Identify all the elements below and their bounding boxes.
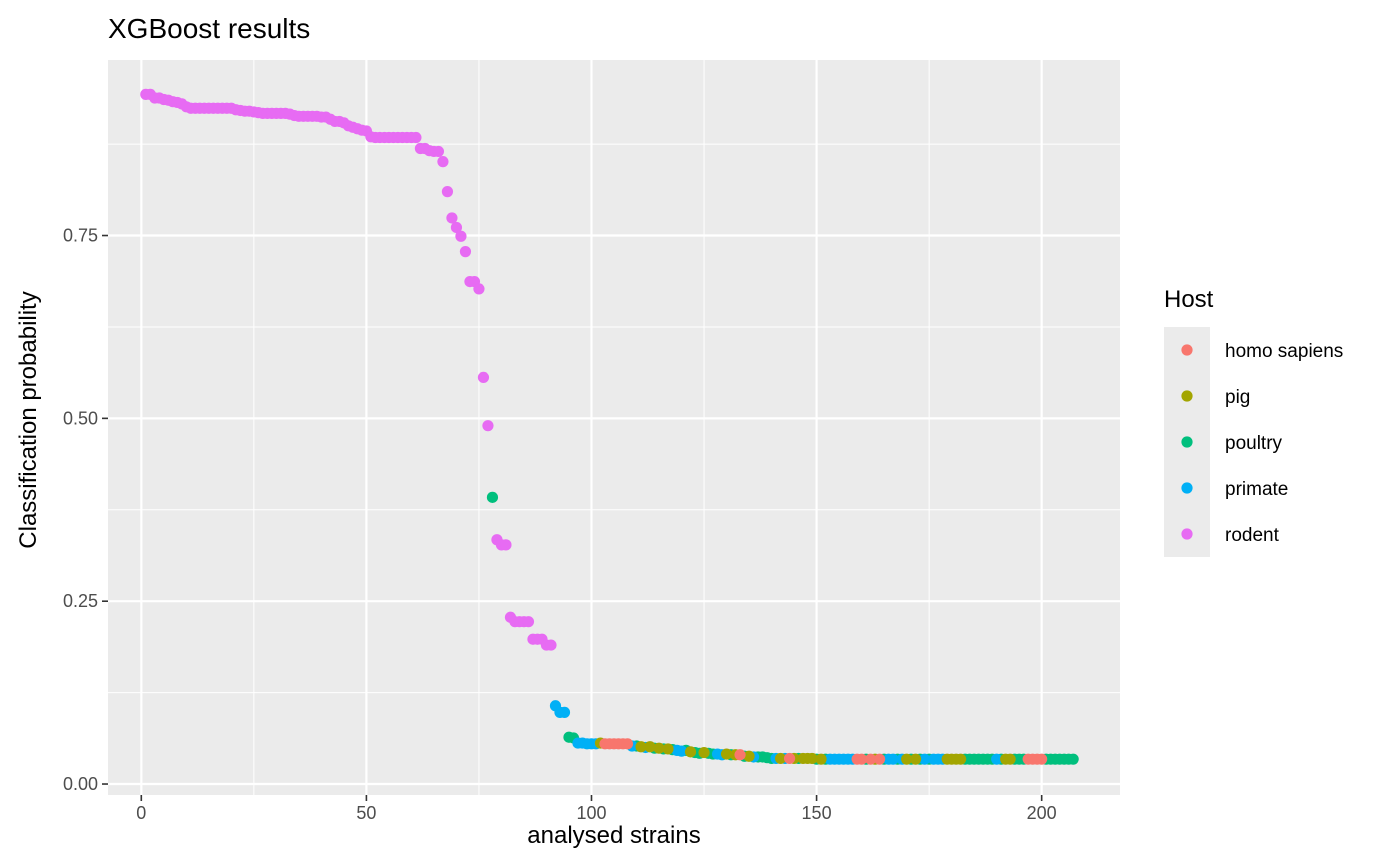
- data-point: [558, 706, 571, 718]
- data-point: [653, 742, 665, 754]
- data-point: [545, 639, 557, 651]
- data-point: [910, 753, 922, 765]
- data-point: [500, 539, 512, 551]
- data-point: [437, 156, 449, 168]
- data-point: [455, 230, 467, 242]
- data-point: [901, 753, 913, 765]
- data-point: [522, 616, 535, 628]
- x-tick-label: 50: [356, 803, 376, 823]
- legend-key-marker: [1181, 528, 1193, 540]
- data-point: [482, 420, 494, 432]
- data-point: [635, 741, 647, 753]
- data-point: [644, 741, 656, 753]
- data-point: [698, 746, 710, 759]
- data-point: [684, 746, 697, 758]
- x-axis-title: analysed strains: [527, 822, 700, 849]
- data-points: [140, 88, 1079, 765]
- x-tick-label: 150: [802, 803, 832, 823]
- legend-label: pig: [1225, 387, 1250, 408]
- data-point: [991, 753, 1003, 765]
- data-point: [662, 743, 674, 755]
- data-point: [887, 753, 899, 765]
- data-point: [450, 221, 463, 234]
- data-point: [743, 750, 755, 762]
- data-point: [1004, 753, 1016, 765]
- x-tick-label: 0: [136, 803, 146, 823]
- data-point: [486, 491, 499, 503]
- data-point: [855, 753, 868, 765]
- y-tick-label: 0.25: [63, 591, 98, 611]
- y-tick-label: 0.75: [63, 226, 98, 246]
- legend-label: homo sapiens: [1225, 341, 1343, 362]
- legend-title: Host: [1164, 286, 1214, 313]
- data-point: [874, 753, 886, 765]
- legend-key-marker: [1181, 390, 1193, 402]
- data-point: [774, 752, 787, 765]
- data-point: [621, 738, 634, 750]
- data-point: [734, 749, 746, 761]
- data-point: [806, 752, 818, 765]
- data-point: [446, 212, 458, 224]
- data-point: [720, 748, 733, 760]
- legend-key-marker: [1181, 436, 1193, 448]
- data-point: [432, 145, 445, 158]
- data-point: [675, 745, 688, 757]
- legend-label: poultry: [1225, 433, 1283, 454]
- plot-panel: [108, 60, 1120, 795]
- data-point: [865, 753, 877, 765]
- data-point: [1036, 753, 1048, 765]
- x-tick-label: 100: [576, 803, 606, 823]
- data-point: [410, 131, 422, 144]
- data-point: [441, 186, 454, 198]
- y-tick-label: 0.00: [63, 774, 98, 794]
- data-point: [815, 753, 827, 765]
- chart-title: XGBoost results: [108, 13, 310, 44]
- series-homo-sapiens: [599, 738, 1048, 765]
- data-point: [473, 283, 485, 295]
- data-point: [783, 752, 796, 765]
- y-tick-label: 0.50: [63, 408, 98, 428]
- legend-label: primate: [1225, 479, 1288, 500]
- data-point: [477, 371, 490, 384]
- legend-items: homo sapiens pig poultry primate rodent: [1181, 341, 1343, 546]
- axis-ticks: 0 50 100 150 200 0.00 0.25 0.50 0.75: [63, 226, 1057, 823]
- series-rodent: [140, 88, 557, 651]
- legend-label: rodent: [1225, 525, 1280, 546]
- legend-key-marker: [1181, 344, 1193, 356]
- legend: Host homo sapiens pig poultry primate rodent: [1164, 286, 1343, 557]
- grid-lines: [108, 60, 1120, 795]
- legend-key-marker: [1181, 482, 1193, 494]
- x-tick-label: 200: [1027, 803, 1057, 823]
- data-point: [459, 246, 472, 258]
- data-point: [955, 753, 967, 765]
- y-axis-title: Classification probability: [15, 291, 42, 548]
- data-point: [1067, 753, 1079, 765]
- data-point: [919, 753, 931, 765]
